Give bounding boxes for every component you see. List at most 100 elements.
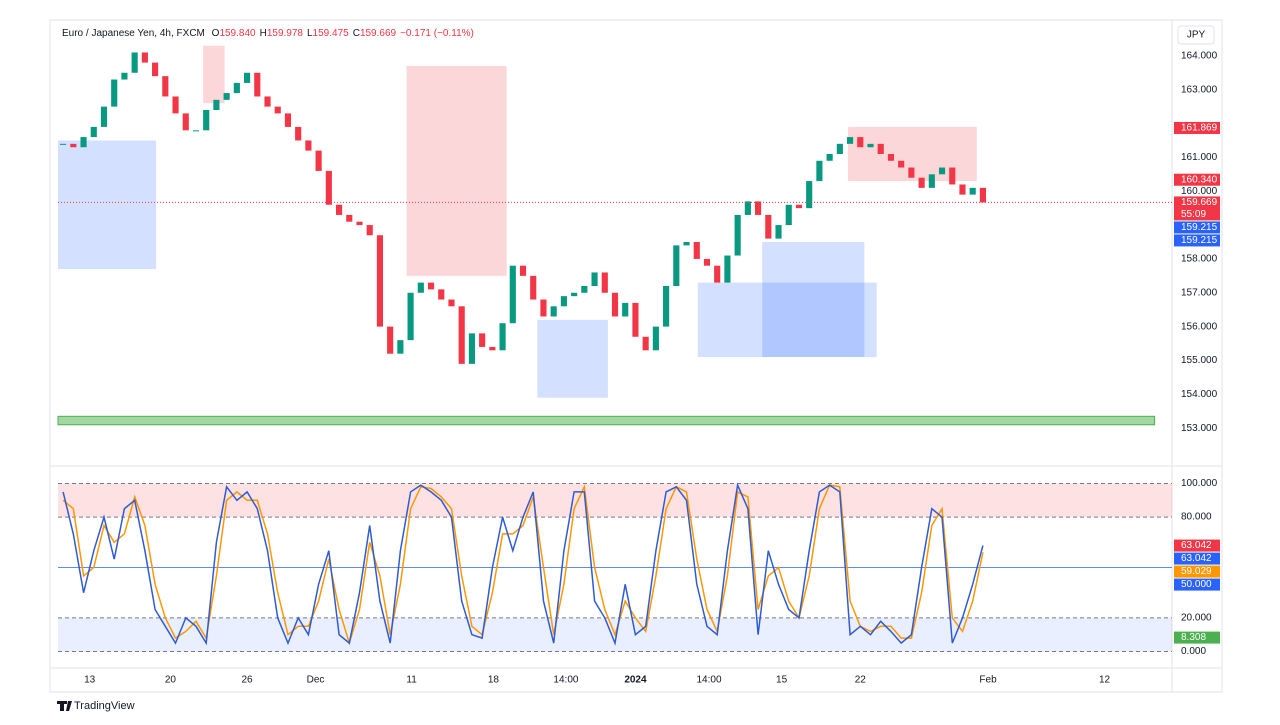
axis-price-label: 160.340 [1181, 174, 1218, 185]
candle [305, 140, 312, 151]
candle [264, 96, 271, 107]
candle [100, 106, 108, 127]
candle [233, 82, 240, 94]
candle [765, 214, 772, 239]
x-tick-label: 2024 [624, 675, 647, 686]
candle [509, 265, 516, 324]
candle [908, 167, 915, 178]
ohlc-value: 159.978 [267, 28, 304, 39]
candle [254, 72, 261, 97]
axis-price-tag [1174, 196, 1220, 221]
axis-price-label: 50.000 [1181, 579, 1212, 590]
y-tick-label: 20.000 [1181, 613, 1212, 624]
candle [60, 143, 67, 145]
candle [560, 296, 567, 307]
currency-label[interactable]: JPY [1187, 30, 1206, 41]
x-tick-label: 13 [84, 675, 96, 686]
zone-box [203, 45, 225, 104]
axis-price-label: 8.308 [1181, 632, 1206, 643]
countdown-label: 55:09 [1181, 209, 1206, 220]
axis-price-tag [1174, 578, 1220, 591]
ohlc-key: L [307, 28, 313, 39]
candle [928, 174, 935, 188]
candle [898, 160, 905, 168]
y-tick-label: 156.000 [1181, 321, 1218, 332]
candle [540, 299, 547, 317]
zone-box [762, 242, 865, 358]
candle [938, 167, 946, 175]
candle [581, 286, 588, 293]
logo-icon[interactable] [57, 701, 72, 711]
candle [203, 110, 210, 131]
zone-box [697, 282, 877, 358]
chart-title: Euro / Japanese Yen, 4h, FXCM [62, 28, 205, 39]
candle [80, 137, 87, 148]
candle [724, 255, 731, 283]
candle [387, 326, 394, 354]
candle [703, 258, 711, 266]
candle [918, 177, 925, 188]
candle [642, 336, 649, 351]
candle [775, 225, 782, 239]
chart-header: Euro / Japanese Yen, 4h, FXCM O159.840 H1… [62, 28, 474, 39]
candle [376, 235, 384, 327]
candle [427, 282, 435, 290]
support-zone [57, 415, 1156, 426]
candle [836, 143, 843, 154]
candle [335, 204, 343, 215]
candle [141, 52, 148, 63]
x-tick-label: Feb [979, 675, 997, 686]
x-tick-label: 14:00 [697, 675, 722, 686]
candle [458, 306, 465, 364]
candle [601, 272, 608, 293]
axis-price-tag [1174, 565, 1220, 578]
candle [979, 187, 986, 203]
candle [683, 242, 690, 246]
x-tick-label: 11 [406, 675, 417, 686]
y-tick-label: 158.000 [1181, 254, 1218, 265]
y-tick-label: 0.000 [1181, 646, 1206, 657]
candle [448, 299, 455, 307]
candle [489, 346, 496, 351]
candle [397, 340, 404, 354]
axis-price-label: 59.029 [1181, 566, 1212, 577]
candle [816, 160, 823, 182]
y-tick-label: 164.000 [1181, 50, 1218, 61]
candle [407, 292, 414, 341]
candle [346, 214, 353, 222]
candle [826, 154, 833, 161]
y-tick-label: 100.000 [1181, 478, 1218, 489]
chart-frame [49, 19, 1223, 693]
currency-box[interactable] [1177, 25, 1215, 45]
level-band [58, 483, 1172, 518]
axis-price-label: 159.669 [1181, 197, 1218, 208]
axis-price-tag [1174, 173, 1220, 186]
candle [223, 93, 230, 100]
candle [172, 96, 179, 114]
candle [622, 302, 629, 317]
candle [192, 130, 200, 132]
axis-price-label: 161.869 [1181, 123, 1218, 134]
candle [632, 302, 639, 337]
candle [887, 154, 895, 161]
candle [244, 72, 251, 83]
candle [591, 272, 598, 286]
axis-price-tag [1174, 631, 1220, 644]
candle [714, 265, 721, 283]
candle [295, 126, 302, 141]
candle [366, 225, 373, 236]
ohlc-value: 159.840 [219, 28, 256, 39]
zone-box [406, 66, 507, 276]
axis-price-label: 159.215 [1181, 222, 1218, 233]
ohlc-change: −0.171 (−0.11%) [400, 28, 474, 39]
axis-price-tag [1174, 221, 1220, 234]
ohlc-key: O [212, 28, 220, 39]
x-tick-label: 12 [1099, 675, 1111, 686]
candle [162, 76, 169, 97]
candle [111, 79, 118, 107]
candle [611, 292, 619, 317]
candle [315, 150, 322, 171]
y-tick-label: 154.000 [1181, 389, 1218, 400]
logo-text[interactable]: TradingView [74, 700, 135, 712]
